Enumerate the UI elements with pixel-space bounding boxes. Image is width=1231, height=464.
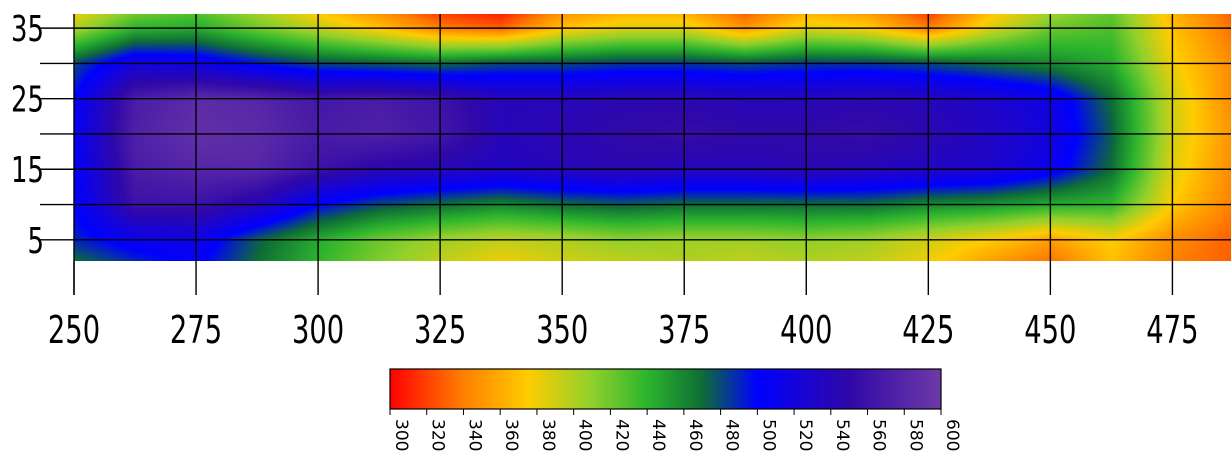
x-tick-label: 275 xyxy=(170,307,222,352)
x-tick-label: 400 xyxy=(780,307,832,352)
y-tick-label: 5 xyxy=(28,221,44,262)
x-tick-label: 325 xyxy=(414,307,466,352)
y-tick-label: 25 xyxy=(11,80,44,121)
x-tick-label: 350 xyxy=(536,307,588,352)
colorbar-border xyxy=(389,368,942,410)
heatmap-plot-area xyxy=(74,14,1231,261)
x-tick-label: 250 xyxy=(48,307,100,352)
x-tick-label: 375 xyxy=(658,307,710,352)
colorbar-tick-label: 480 xyxy=(722,419,742,451)
colorbar-tick-label: 360 xyxy=(501,419,521,451)
y-tick-label: 15 xyxy=(11,150,44,191)
colorbar-tick-label: 380 xyxy=(538,419,558,451)
colorbar-tick-label: 300 xyxy=(391,419,411,451)
colorbar-tick-label: 600 xyxy=(942,419,962,451)
colorbar-tick-label: 420 xyxy=(611,419,631,451)
x-tick-label: 450 xyxy=(1024,307,1076,352)
colorbar-tick-label: 440 xyxy=(648,419,668,451)
y-tick-label: 35 xyxy=(11,9,44,50)
colorbar-tick-label: 340 xyxy=(464,419,484,451)
colorbar-tick-label: 500 xyxy=(758,419,778,451)
colorbar-gradient xyxy=(390,369,941,409)
x-tick-label: 475 xyxy=(1146,307,1198,352)
colorbar-tick-label: 520 xyxy=(795,419,815,451)
colorbar-tick-label: 540 xyxy=(832,419,852,451)
x-tick-label: 425 xyxy=(902,307,954,352)
x-tick-label: 300 xyxy=(292,307,344,352)
colorbar-tick-label: 320 xyxy=(428,419,448,451)
colorbar-tick-label: 560 xyxy=(869,419,889,451)
colorbar-tick-label: 460 xyxy=(685,419,705,451)
colorbar-tick-label: 580 xyxy=(905,419,925,451)
colorbar-tick-label: 400 xyxy=(575,419,595,451)
